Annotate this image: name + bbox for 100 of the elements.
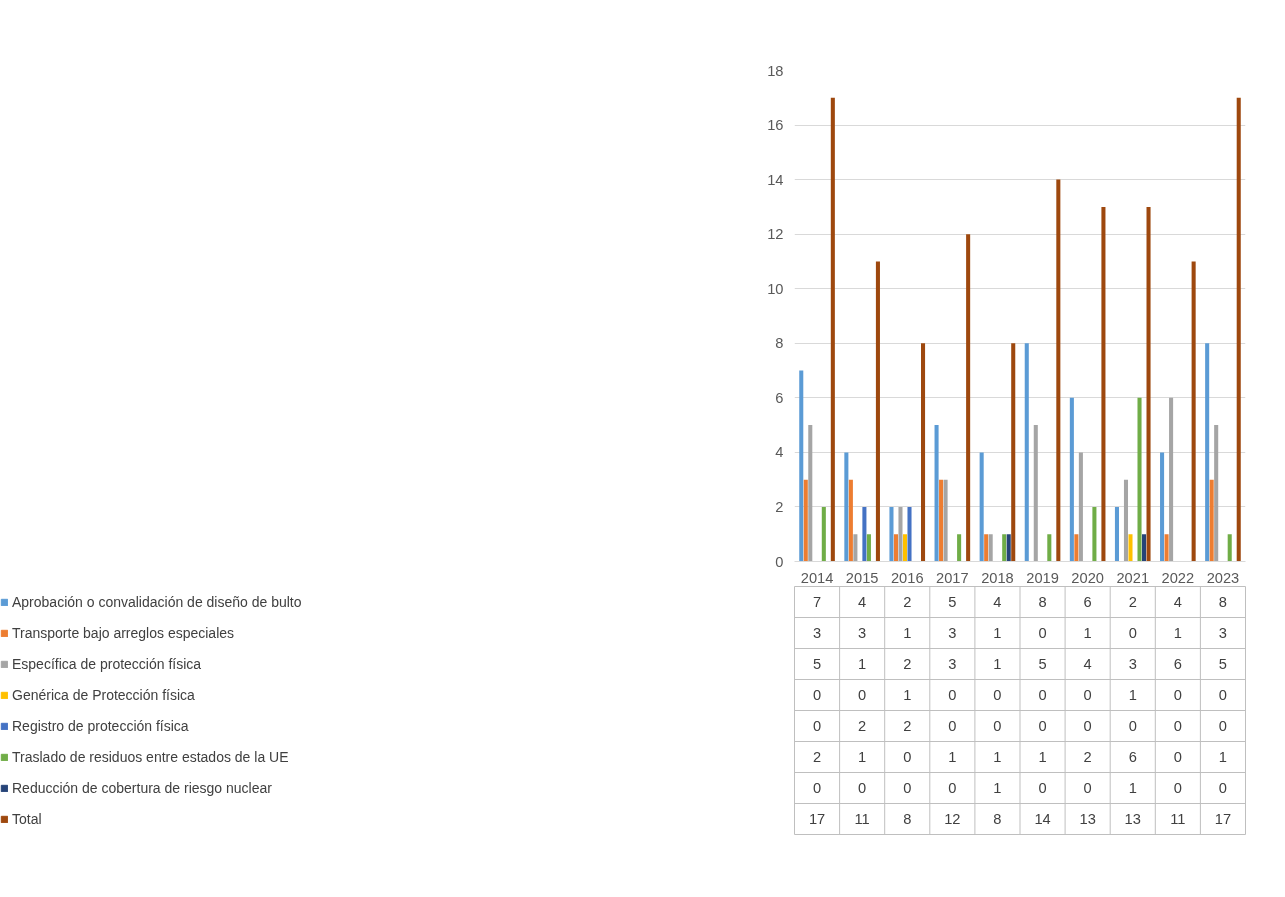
- bar: [799, 370, 804, 562]
- data-label: 1: [993, 625, 1002, 641]
- bar: [921, 343, 926, 562]
- bar: [821, 506, 826, 562]
- bar: [1191, 261, 1196, 562]
- bar: [1078, 452, 1083, 562]
- bar: [808, 425, 813, 562]
- data-label: 0: [903, 780, 912, 796]
- data-label: 0: [1038, 780, 1047, 796]
- data-label: 0: [1083, 780, 1092, 796]
- bar: [803, 479, 808, 562]
- bar: [1164, 534, 1169, 562]
- y-tick-label: 18: [767, 62, 784, 79]
- y-tick-label: 16: [767, 117, 784, 134]
- data-label: 5: [812, 656, 822, 672]
- bar: [1002, 534, 1007, 562]
- data-label: 0: [1218, 718, 1228, 734]
- data-label: 4: [1083, 656, 1092, 672]
- data-label: 0: [948, 687, 957, 703]
- bar: [1146, 206, 1151, 562]
- data-label: 2: [1083, 749, 1092, 765]
- data-label: 1: [993, 656, 1002, 672]
- data-label: 8: [903, 811, 912, 827]
- bar: [830, 97, 835, 562]
- bar: [1205, 343, 1210, 562]
- data-label: 12: [944, 811, 961, 827]
- data-label: 0: [812, 780, 822, 796]
- data-label: 0: [1128, 625, 1137, 641]
- data-label: 0: [948, 780, 957, 796]
- data-label: 0: [1218, 687, 1228, 703]
- y-tick-label: 12: [767, 226, 784, 243]
- data-label: 2: [858, 718, 867, 734]
- bar: [893, 534, 898, 562]
- data-label: 6: [1083, 594, 1092, 610]
- x-tick-label: 2018: [981, 569, 1014, 586]
- data-label: 4: [993, 594, 1002, 610]
- data-label: 3: [1128, 656, 1137, 672]
- data-label: 1: [993, 749, 1002, 765]
- bar: [1214, 425, 1219, 562]
- data-label: 5: [1038, 656, 1047, 672]
- x-tick-label: 2023: [1206, 569, 1240, 586]
- y-tick-label: 14: [767, 171, 784, 188]
- data-label: 1: [1083, 625, 1092, 641]
- bar: [1114, 506, 1119, 562]
- bar: [934, 425, 939, 562]
- data-label: 3: [948, 625, 957, 641]
- data-label: 0: [812, 687, 822, 703]
- x-tick-label: 2015: [845, 569, 879, 586]
- data-label: 17: [808, 811, 826, 827]
- x-tick-label: 2021: [1116, 569, 1150, 586]
- data-label: 3: [812, 625, 822, 641]
- bar: [889, 506, 894, 562]
- data-label: 3: [858, 625, 867, 641]
- legend-label: Registro de protección física: [12, 716, 189, 736]
- x-tick-label: 2019: [1026, 569, 1059, 586]
- bar: [988, 534, 993, 562]
- legend-label: Aprobación o convalidación de diseño de bulto: [12, 592, 302, 612]
- data-label: 0: [1038, 718, 1047, 734]
- bar: [1056, 179, 1061, 562]
- x-tick-label: 2014: [800, 569, 834, 586]
- data-label: 4: [1173, 594, 1182, 610]
- data-label: 11: [854, 811, 870, 827]
- data-label: 0: [903, 749, 912, 765]
- bar: [943, 479, 948, 562]
- legend-label: Reducción de cobertura de riesgo nuclear: [12, 778, 272, 798]
- data-label: 0: [948, 718, 957, 734]
- data-label: 0: [1038, 687, 1047, 703]
- legend-label: Total: [12, 809, 42, 829]
- bar: [957, 534, 962, 562]
- bar: [979, 452, 984, 562]
- bar: [966, 234, 971, 562]
- x-tick-label: 2017: [936, 569, 969, 586]
- data-label: 8: [1038, 594, 1047, 610]
- data-label: 2: [1128, 594, 1137, 610]
- bar: [907, 506, 912, 562]
- bar: [939, 479, 944, 562]
- bar: [1142, 534, 1147, 562]
- bar: [1101, 206, 1106, 562]
- data-label: 13: [1079, 811, 1096, 827]
- data-label: 0: [1083, 687, 1092, 703]
- bar: [1137, 397, 1142, 562]
- y-tick-label: 2: [775, 498, 784, 515]
- legend-label: Específica de protección física: [12, 654, 202, 674]
- x-tick-label: 2016: [890, 569, 924, 586]
- bar: [853, 534, 858, 562]
- data-label: 2: [903, 718, 912, 734]
- bar: [848, 479, 853, 562]
- bar: [902, 534, 908, 562]
- y-tick-label: 10: [767, 280, 784, 297]
- data-label: 0: [1128, 718, 1137, 734]
- x-tick-label: 2022: [1161, 569, 1195, 586]
- bar: [866, 534, 871, 562]
- bar: [875, 261, 880, 562]
- data-label: 17: [1214, 811, 1232, 827]
- y-tick-label: 0: [775, 553, 784, 570]
- bar: [1209, 479, 1214, 562]
- data-label: 0: [1173, 749, 1182, 765]
- data-label: 6: [1128, 749, 1137, 765]
- data-label: 0: [858, 780, 867, 796]
- data-label: 1: [1218, 749, 1228, 765]
